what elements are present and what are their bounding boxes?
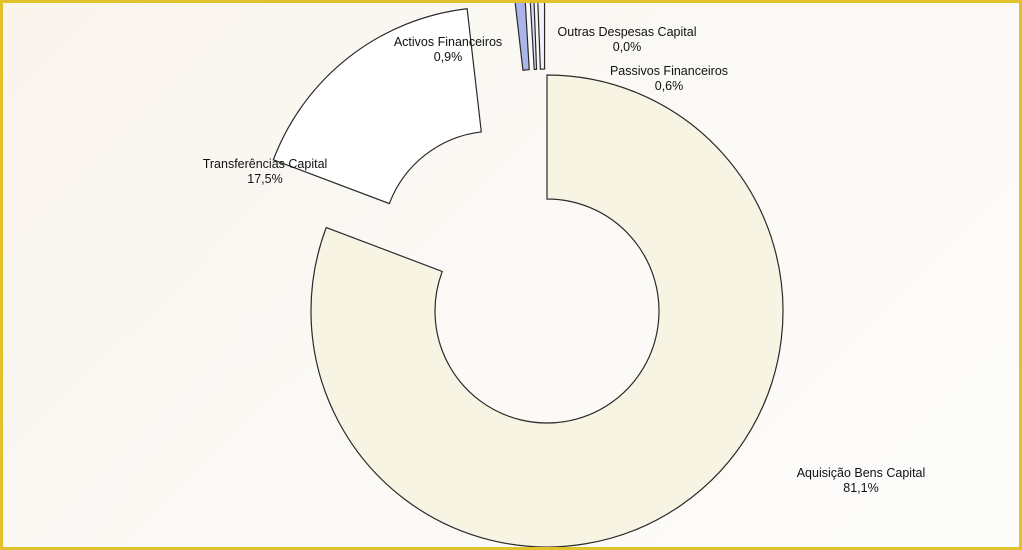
slice-name-label: Passivos Financeiros <box>610 64 728 78</box>
slice-percent-label: 0,6% <box>655 79 684 93</box>
slice-name-label: Activos Financeiros <box>394 35 502 49</box>
slice-outras-despesas-capital <box>529 3 538 70</box>
slice-aquisicao-bens-capital <box>310 74 784 547</box>
donut-chart: Aquisição Bens Capital 81,1% Transferência… <box>203 3 926 547</box>
slice-name-label: Outras Despesas Capital <box>558 25 697 39</box>
data-label-outras-despesas-capital: Outras Despesas Capital 0,0% <box>558 25 697 54</box>
data-label-transferencias-capital: Transferências Capital 17,5% <box>203 157 328 186</box>
slice-percent-label: 0,0% <box>613 40 642 54</box>
slice-percent-label: 81,1% <box>843 481 878 495</box>
slice-percent-label: 17,5% <box>247 172 282 186</box>
slice-activos-financeiros <box>514 3 530 71</box>
data-label-passivos-financeiros: Passivos Financeiros 0,6% <box>610 64 728 93</box>
slice-name-label: Transferências Capital <box>203 157 328 171</box>
data-label-aquisicao-bens-capital: Aquisição Bens Capital 81,1% <box>797 466 926 495</box>
slice-passivos-financeiros <box>537 3 546 70</box>
slice-transferencias-capital <box>272 8 482 205</box>
data-label-activos-financeiros: Activos Financeiros 0,9% <box>394 35 502 64</box>
slice-percent-label: 0,9% <box>434 50 463 64</box>
slice-name-label: Aquisição Bens Capital <box>797 466 926 480</box>
